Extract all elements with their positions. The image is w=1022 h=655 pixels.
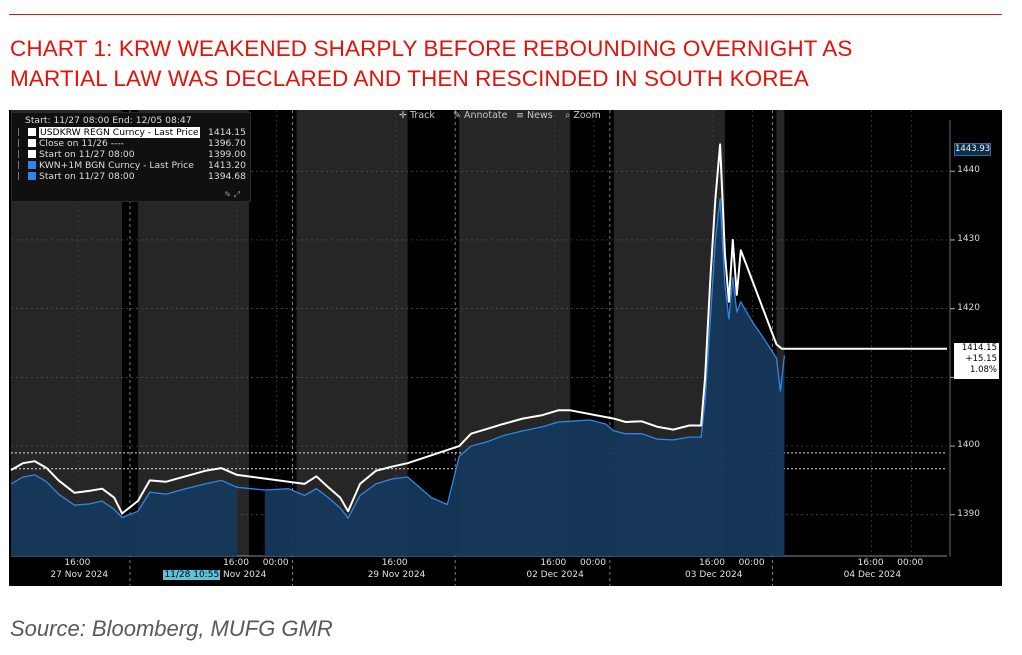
x-tick-label: 16:00 <box>64 558 91 568</box>
source-note: Source: Bloomberg, MUFG GMR <box>10 616 333 641</box>
x-tick-label: 16:00 <box>381 558 408 568</box>
legend-date-range: Start: 11/27 08:00 End: 12/05 08:47 <box>25 115 192 126</box>
y-tick-label: 1440 <box>957 165 980 176</box>
series-swatch <box>28 172 36 180</box>
legend-label: Close on 11/26 ---- <box>39 138 124 149</box>
series-swatch <box>28 150 36 158</box>
price-change: +15.15 <box>965 354 997 364</box>
crosshair-icon: ✛ <box>399 110 407 121</box>
legend-label: Start on 11/27 08:00 <box>39 171 135 182</box>
tree-branch-icon <box>18 150 24 158</box>
chart-title-line-2: MARTIAL LAW WAS DECLARED AND THEN RESCIN… <box>10 66 809 91</box>
kwn-line <box>10 198 786 519</box>
legend-label: USDKRW REGN Curncy - Last Price <box>39 127 200 138</box>
x-tick-label: 16:00 <box>223 558 249 568</box>
pin-icon[interactable]: ✎ <box>224 190 232 199</box>
magnifier-icon: ⌕ <box>565 110 571 121</box>
x-tick-label: 16:00 <box>540 558 567 568</box>
legend-tools[interactable]: ✎ ⤢ <box>224 190 240 200</box>
tree-branch-icon <box>18 172 24 180</box>
y-tick-label: 1390 <box>957 508 980 519</box>
zoom-button[interactable]: ⌕ Zoom <box>565 110 601 121</box>
bloomberg-chart-panel: ✛ Track ✎ Annotate ≡ News ⌕ Zoom Start: … <box>9 110 1002 586</box>
y-tick-label: 1400 <box>957 440 980 451</box>
legend-label: Start on 11/27 08:00 <box>39 149 135 160</box>
legend-label: KWN+1M BGN Curncy - Last Price <box>39 160 194 171</box>
kwn-area <box>11 474 238 556</box>
legend-row[interactable]: Close on 11/26 ---- 1396.70 <box>12 138 250 149</box>
top-rule <box>9 14 1002 15</box>
x-day-label: 27 Nov 2024 <box>50 570 109 580</box>
expand-icon[interactable]: ⤢ <box>233 190 240 199</box>
x-tick-label: 00:00 <box>897 558 924 568</box>
legend-value: 1414.15 <box>208 127 246 138</box>
series-swatch <box>28 161 36 169</box>
series-swatch <box>28 128 36 136</box>
tree-branch-icon <box>18 128 24 136</box>
legend-row[interactable]: Start on 11/27 08:00 1394.68 <box>12 171 250 182</box>
annotate-button[interactable]: ✎ Annotate <box>453 110 508 121</box>
x-day-label: 04 Dec 2024 <box>843 570 902 580</box>
session-band <box>776 110 785 556</box>
usdkrw-line <box>10 143 947 515</box>
cursor-time-label: 11/28 10:55 <box>163 570 221 580</box>
x-tick-label: 00:00 <box>580 558 606 568</box>
track-button[interactable]: ✛ Track <box>399 110 435 121</box>
x-tick-label: 16:00 <box>857 558 884 568</box>
legend-row[interactable]: Start on 11/27 08:00 1399.00 <box>12 149 250 160</box>
news-button[interactable]: ≡ News <box>516 110 553 121</box>
legend-panel: Start: 11/27 08:00 End: 12/05 08:47 USDK… <box>11 112 251 202</box>
series-swatch <box>28 139 36 147</box>
x-day-label: 11/28 10:55 Nov 2024 <box>163 570 267 580</box>
price-change-pct: 1.08% <box>969 365 997 375</box>
x-tick-label: 16:00 <box>699 558 725 568</box>
last-price-box: 1414.15 +15.15 1.08% <box>954 343 999 379</box>
x-day-label: 29 Nov 2024 <box>367 570 426 580</box>
x-tick-label: 00:00 <box>262 558 289 568</box>
last-price: 1414.15 <box>961 343 997 353</box>
x-day-label: 03 Dec 2024 <box>685 570 743 580</box>
tree-branch-icon <box>18 139 24 147</box>
x-tick-label: 00:00 <box>738 558 765 568</box>
chart-title-line-1: CHART 1: KRW WEAKENED SHARPLY BEFORE REB… <box>10 36 853 61</box>
max-price-label: 1443.93 <box>954 143 991 156</box>
y-tick-label: 1420 <box>957 302 980 313</box>
kwn-area <box>264 198 785 556</box>
news-icon: ≡ <box>516 110 524 121</box>
tree-branch-icon <box>18 161 24 169</box>
legend-row[interactable]: KWN+1M BGN Curncy - Last Price 1413.20 <box>12 160 250 171</box>
chart-title: CHART 1: KRW WEAKENED SHARPLY BEFORE REB… <box>10 34 1010 94</box>
y-tick-label: 1430 <box>957 233 980 244</box>
legend-value: 1396.70 <box>208 138 246 149</box>
legend-value: 1399.00 <box>208 149 246 160</box>
pencil-icon: ✎ <box>453 110 461 121</box>
legend-value: 1413.20 <box>208 160 246 171</box>
legend-row[interactable]: USDKRW REGN Curncy - Last Price 1414.15 <box>12 127 250 138</box>
legend-value: 1394.68 <box>208 171 246 182</box>
x-day-label: 02 Dec 2024 <box>526 570 584 580</box>
